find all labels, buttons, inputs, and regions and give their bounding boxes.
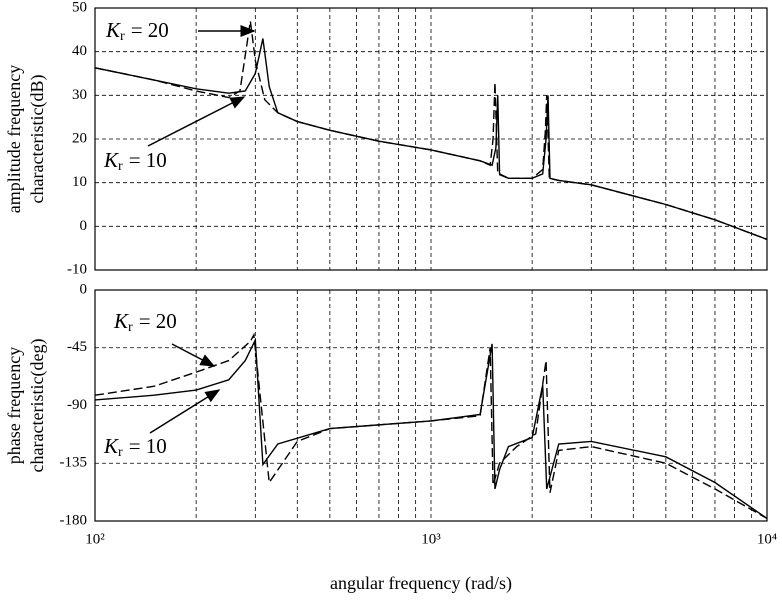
y-tick-label: 50: [72, 0, 87, 15]
y-tick-label: -135: [60, 455, 88, 471]
x-tick-label: 10³: [421, 531, 441, 547]
plot-frame: [94, 289, 768, 522]
annotation-arrow: [149, 389, 221, 434]
y-tick-label: 10: [72, 174, 87, 190]
y-tick-label: -10: [67, 261, 87, 277]
annotation-arrow: [171, 343, 216, 367]
y-tick-label: 30: [72, 87, 87, 103]
y-tick-label: -45: [67, 339, 87, 355]
x-tick-label: 10⁴: [757, 531, 777, 547]
y-tick-label: 0: [80, 281, 88, 297]
annotation: Kr = 20: [105, 18, 169, 44]
plot-frame: [94, 7, 768, 271]
y-axis-label: amplitude frequency: [4, 65, 24, 213]
y-tick-label: 20: [72, 130, 87, 146]
y-axis-label: characteristic(dB): [27, 75, 48, 204]
annotation-arrow: [147, 96, 246, 147]
y-axis-label: phase frequency: [4, 347, 24, 464]
annotation: Kr = 20: [113, 309, 177, 335]
x-axis-label: angular frequency (rad/s): [330, 573, 512, 594]
annotation: Kr = 10: [103, 148, 167, 174]
y-tick-label: 40: [72, 43, 87, 59]
series-line: [94, 337, 768, 520]
series-line: [94, 332, 768, 520]
annotation: Kr = 10: [103, 434, 167, 460]
x-tick-label: 10²: [85, 531, 105, 547]
y-tick-label: -180: [60, 512, 88, 528]
y-tick-label: 0: [80, 218, 88, 234]
y-tick-label: -90: [67, 397, 87, 413]
series-line: [94, 38, 768, 241]
y-axis-label: characteristic(deg): [27, 339, 48, 473]
